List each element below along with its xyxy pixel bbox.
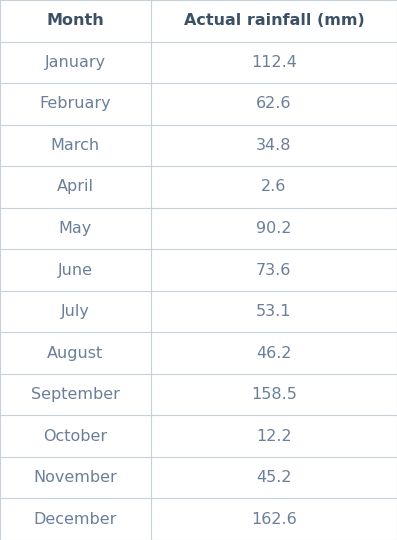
Text: Month: Month — [46, 14, 104, 28]
Text: 90.2: 90.2 — [256, 221, 292, 236]
Text: June: June — [58, 262, 93, 278]
Text: July: July — [61, 304, 90, 319]
Text: May: May — [59, 221, 92, 236]
Text: 2.6: 2.6 — [261, 179, 287, 194]
Text: April: April — [57, 179, 94, 194]
Text: 73.6: 73.6 — [256, 262, 292, 278]
Text: March: March — [51, 138, 100, 153]
Text: 46.2: 46.2 — [256, 346, 292, 361]
Text: November: November — [34, 470, 117, 485]
Text: 34.8: 34.8 — [256, 138, 292, 153]
Bar — [0, 498, 397, 540]
Bar — [0, 249, 397, 291]
Bar — [0, 415, 397, 457]
Bar — [0, 42, 397, 83]
Text: Actual rainfall (mm): Actual rainfall (mm) — [183, 14, 364, 28]
Bar — [0, 374, 397, 415]
Bar — [0, 208, 397, 249]
Text: 45.2: 45.2 — [256, 470, 292, 485]
Text: October: October — [43, 429, 108, 444]
Text: December: December — [34, 512, 117, 526]
Bar — [0, 0, 397, 42]
Bar — [0, 332, 397, 374]
Bar — [0, 166, 397, 208]
Text: 12.2: 12.2 — [256, 429, 292, 444]
Bar — [0, 125, 397, 166]
Text: February: February — [40, 96, 111, 111]
Text: 62.6: 62.6 — [256, 96, 292, 111]
Text: September: September — [31, 387, 120, 402]
Text: 162.6: 162.6 — [251, 512, 297, 526]
Text: August: August — [47, 346, 104, 361]
Text: 112.4: 112.4 — [251, 55, 297, 70]
Text: 53.1: 53.1 — [256, 304, 292, 319]
Bar — [0, 291, 397, 332]
Text: 158.5: 158.5 — [251, 387, 297, 402]
Text: January: January — [45, 55, 106, 70]
Bar — [0, 83, 397, 125]
Bar — [0, 457, 397, 498]
